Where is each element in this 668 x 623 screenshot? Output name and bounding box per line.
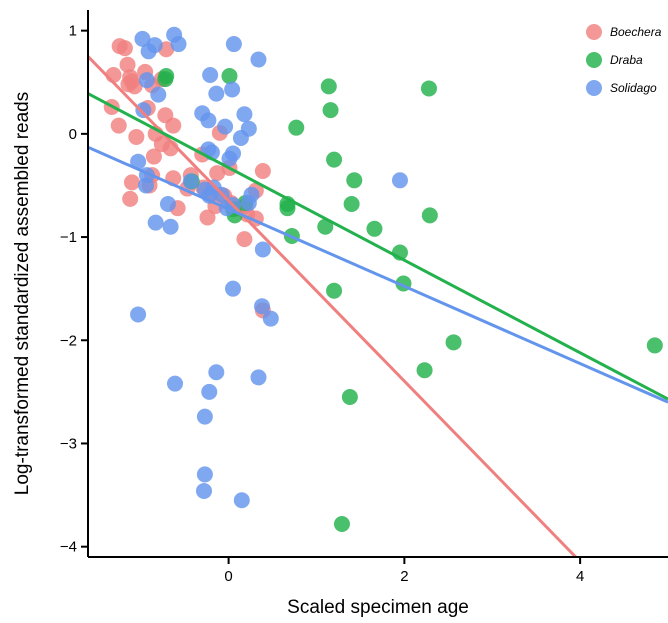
data-point-boechera xyxy=(236,231,253,248)
legend-label-draba: Draba xyxy=(610,53,643,67)
data-point-draba xyxy=(326,151,343,168)
legend-label-solidago: Solidago xyxy=(610,81,657,95)
data-point-solidago xyxy=(134,30,151,47)
data-point-draba xyxy=(326,282,343,299)
data-point-solidago xyxy=(182,173,199,190)
data-point-draba xyxy=(346,172,363,189)
data-point-solidago xyxy=(391,172,408,189)
data-point-draba xyxy=(317,218,334,235)
tick-marks: 0 2 4 −4 −3 −2 −1 0 1 xyxy=(60,23,584,585)
trend-lines-layer xyxy=(88,55,668,557)
trend-line-boechera xyxy=(88,55,577,557)
data-point-solidago xyxy=(208,85,225,102)
data-point-boechera xyxy=(145,148,162,165)
axes xyxy=(87,10,668,558)
data-point-draba xyxy=(279,200,296,217)
data-point-solidago xyxy=(147,214,164,231)
data-point-solidago xyxy=(194,105,211,122)
data-point-solidago xyxy=(150,86,167,103)
y-tick-label: −1 xyxy=(60,229,77,246)
data-point-draba xyxy=(366,220,383,237)
y-tick-label: 1 xyxy=(69,23,77,40)
legend-label-boechera: Boechera xyxy=(610,25,662,39)
y-tick-label: −2 xyxy=(60,332,77,349)
data-point-draba xyxy=(421,207,438,224)
data-point-draba xyxy=(221,68,238,85)
data-point-solidago xyxy=(217,118,234,135)
data-point-solidago xyxy=(162,218,179,235)
data-point-draba xyxy=(416,362,433,379)
x-tick-label: 0 xyxy=(224,568,232,585)
y-tick-label: −4 xyxy=(60,539,77,556)
data-point-draba xyxy=(320,78,337,95)
data-point-boechera xyxy=(126,78,143,95)
data-point-solidago xyxy=(130,153,147,170)
data-point-draba xyxy=(157,71,174,88)
data-point-solidago xyxy=(232,129,249,146)
data-point-draba xyxy=(445,334,462,351)
series-solidago xyxy=(130,26,408,509)
data-point-solidago xyxy=(196,466,213,483)
data-point-solidago xyxy=(196,408,213,425)
data-point-solidago xyxy=(240,194,257,211)
data-point-boechera xyxy=(116,40,133,57)
data-point-boechera xyxy=(122,190,139,207)
data-point-solidago xyxy=(262,310,279,327)
data-point-solidago xyxy=(208,364,225,381)
data-point-boechera xyxy=(123,174,140,191)
data-point-solidago xyxy=(221,150,238,167)
legend: Boechera Draba Solidago xyxy=(586,24,662,96)
data-point-draba xyxy=(341,389,358,406)
data-point-draba xyxy=(333,515,350,532)
data-point-solidago xyxy=(146,37,163,54)
trend-line-draba xyxy=(88,92,668,401)
x-tick-label: 4 xyxy=(576,568,584,585)
data-point-boechera xyxy=(128,128,145,145)
data-point-draba xyxy=(646,337,663,354)
legend-marker-solidago xyxy=(586,80,602,96)
data-point-solidago xyxy=(250,369,267,386)
data-point-solidago xyxy=(250,51,267,68)
data-point-draba xyxy=(322,102,339,119)
data-point-solidago xyxy=(224,81,241,98)
data-point-solidago xyxy=(202,67,219,84)
y-axis-title: Log-transformed standardized assembled r… xyxy=(12,92,33,495)
legend-marker-boechera xyxy=(586,24,602,40)
data-point-solidago xyxy=(130,306,147,323)
data-point-boechera xyxy=(119,56,136,73)
data-point-solidago xyxy=(135,102,152,119)
data-point-boechera xyxy=(110,117,127,134)
data-point-boechera xyxy=(199,209,216,226)
data-point-solidago xyxy=(138,177,154,194)
data-point-draba xyxy=(343,196,360,213)
data-point-solidago xyxy=(138,72,155,89)
x-axis-title: Scaled specimen age xyxy=(287,597,469,618)
data-point-solidago xyxy=(254,241,271,258)
data-point-solidago xyxy=(170,36,187,53)
data-point-draba xyxy=(288,119,305,136)
y-tick-label: 0 xyxy=(69,126,77,143)
data-point-solidago xyxy=(201,383,218,400)
data-point-solidago xyxy=(236,106,253,123)
data-point-boechera xyxy=(165,117,182,134)
data-point-draba xyxy=(420,80,437,97)
data-point-solidago xyxy=(167,375,183,392)
data-point-solidago xyxy=(254,298,270,315)
data-points-layer xyxy=(103,26,663,532)
data-point-boechera xyxy=(254,163,271,180)
data-point-solidago xyxy=(225,280,241,297)
data-point-solidago xyxy=(196,482,212,499)
x-tick-label: 2 xyxy=(400,568,408,585)
data-point-solidago xyxy=(233,492,250,509)
data-point-solidago xyxy=(225,36,242,53)
legend-marker-draba xyxy=(586,52,602,68)
y-tick-label: −3 xyxy=(60,435,77,452)
data-point-boechera xyxy=(209,165,226,182)
trend-line-solidago xyxy=(88,145,668,404)
data-point-solidago xyxy=(159,196,176,213)
